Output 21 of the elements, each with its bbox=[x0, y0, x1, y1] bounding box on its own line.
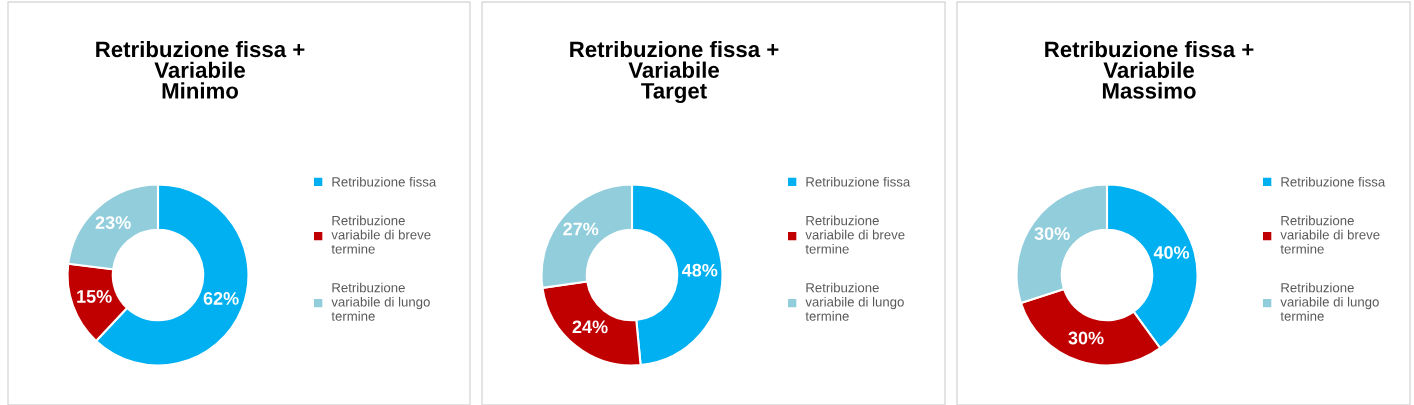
chart-title: Retribuzione fissa + Variabile Target bbox=[570, 40, 779, 104]
legend-label: Retribuzione variabile di breve termine bbox=[805, 215, 905, 254]
data-label: 30% bbox=[1034, 227, 1070, 240]
data-label: 48% bbox=[681, 263, 718, 277]
chart-title: Retribuzione fissa + Variabile Massimo bbox=[1045, 40, 1254, 99]
data-label: 15% bbox=[77, 290, 112, 303]
legend-label: Retribuzione variabile di lungo termine bbox=[805, 282, 904, 321]
legend-label: Retribuzione variabile di breve termine bbox=[1280, 215, 1380, 254]
data-label: 23% bbox=[95, 216, 131, 229]
legend-label: Retribuzione variabile di breve termine bbox=[331, 215, 431, 254]
legend-label: Retribuzione fissa bbox=[806, 176, 911, 187]
data-label: 30% bbox=[1068, 331, 1104, 345]
legend-label: Retribuzione fissa bbox=[332, 176, 437, 187]
chart-title: Retribuzione fissa + Variabile Minimo bbox=[96, 40, 305, 99]
legend-label: Retribuzione variabile di lungo termine bbox=[331, 282, 430, 321]
legend-label: Retribuzione variabile di lungo termine bbox=[1280, 282, 1379, 321]
data-label: 40% bbox=[1153, 246, 1190, 259]
data-label: 27% bbox=[563, 222, 599, 236]
legend-label: Retribuzione fissa bbox=[1281, 176, 1386, 187]
data-label: 62% bbox=[203, 292, 239, 305]
data-label: 24% bbox=[572, 320, 608, 334]
